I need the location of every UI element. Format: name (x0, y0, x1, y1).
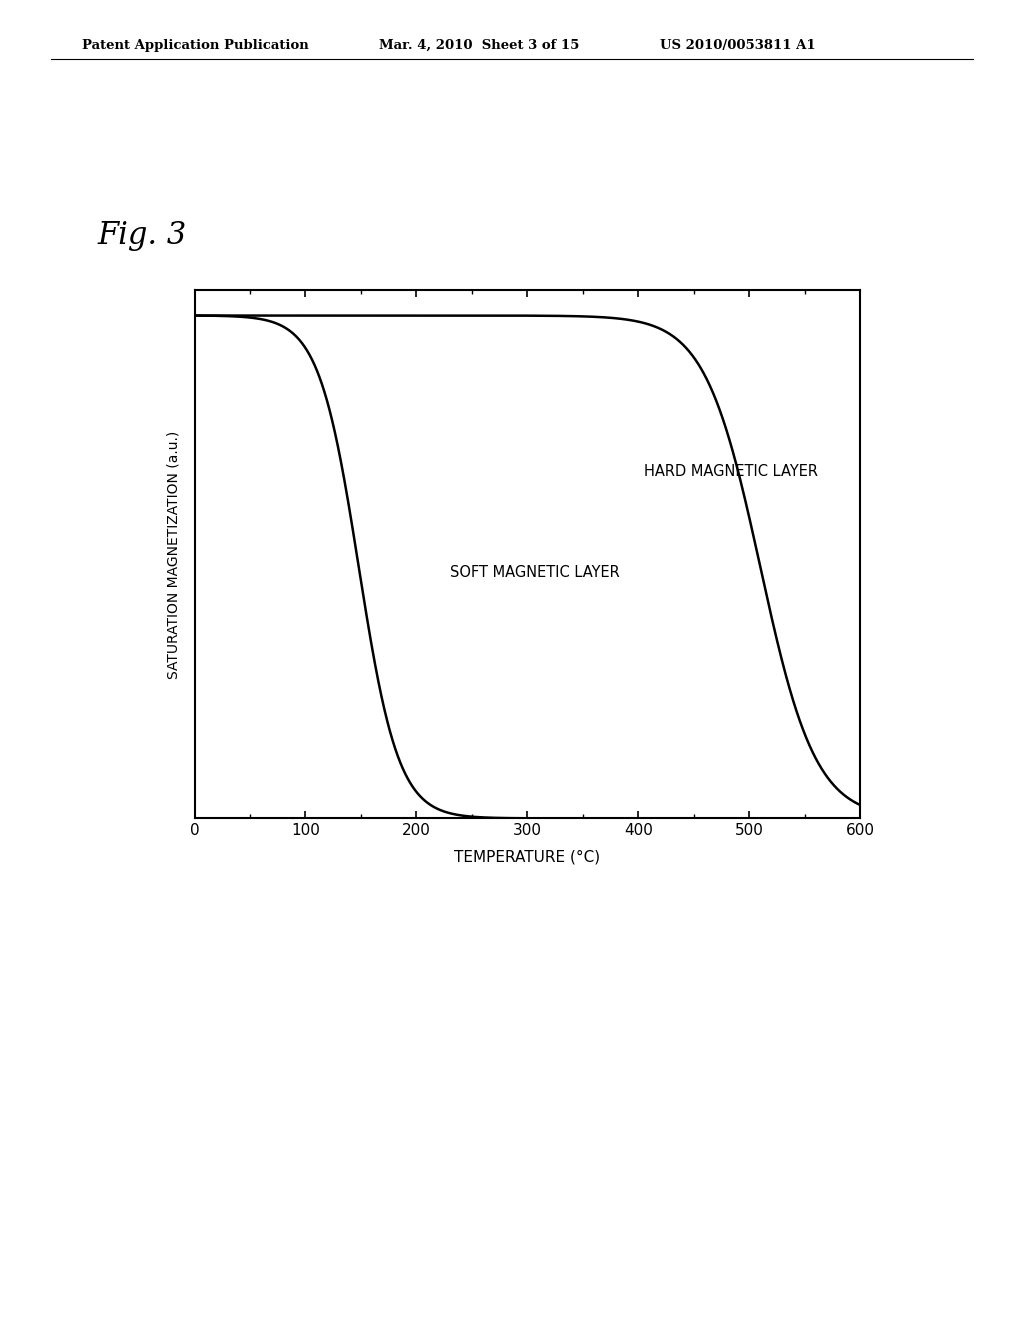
X-axis label: TEMPERATURE (°C): TEMPERATURE (°C) (455, 849, 600, 865)
Y-axis label: SATURATION MAGNETIZATION (a.u.): SATURATION MAGNETIZATION (a.u.) (167, 430, 180, 678)
Text: Patent Application Publication: Patent Application Publication (82, 38, 308, 51)
Text: Fig. 3: Fig. 3 (97, 220, 186, 251)
Text: US 2010/0053811 A1: US 2010/0053811 A1 (660, 38, 816, 51)
Text: HARD MAGNETIC LAYER: HARD MAGNETIC LAYER (644, 465, 818, 479)
Text: Mar. 4, 2010  Sheet 3 of 15: Mar. 4, 2010 Sheet 3 of 15 (379, 38, 580, 51)
Text: SOFT MAGNETIC LAYER: SOFT MAGNETIC LAYER (450, 565, 620, 579)
